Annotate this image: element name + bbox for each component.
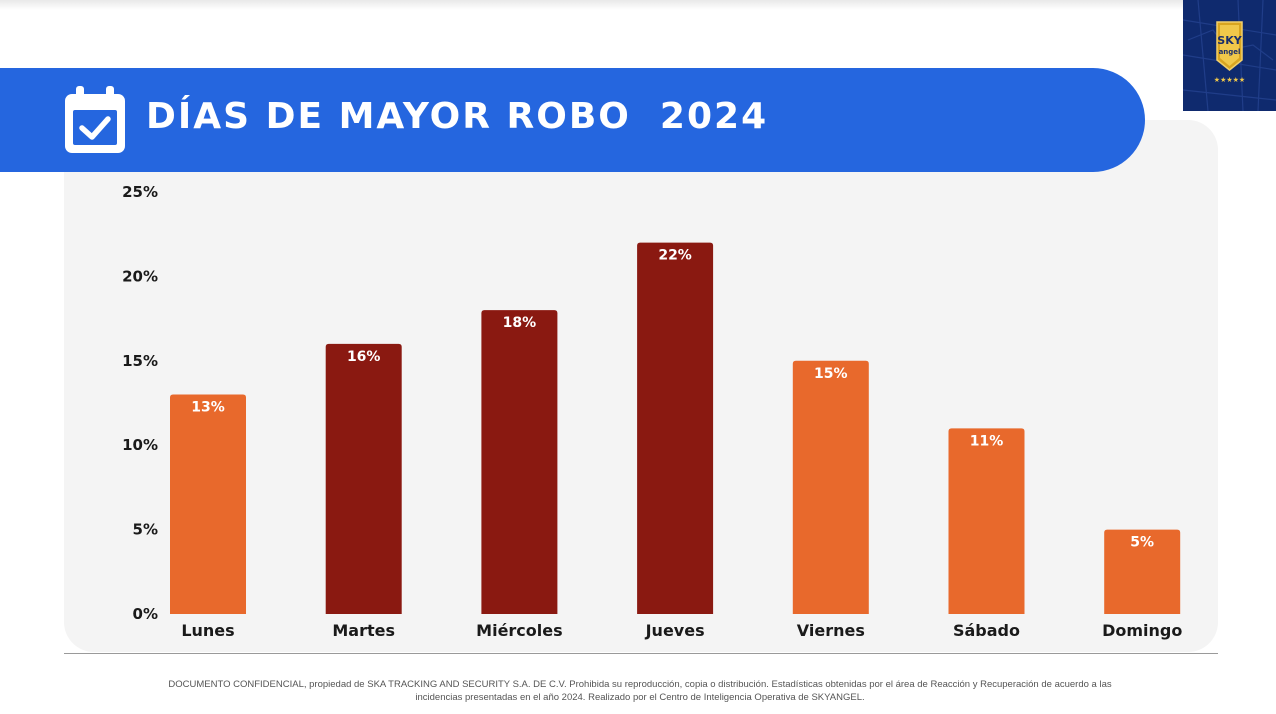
x-category-label: Miércoles bbox=[476, 621, 562, 640]
bar-jueves bbox=[637, 242, 714, 614]
data-label: 22% bbox=[658, 248, 692, 264]
footer-disclaimer: DOCUMENTO CONFIDENCIAL, propiedad de SKA… bbox=[168, 679, 1112, 703]
y-tick-label: 20% bbox=[122, 267, 158, 285]
data-label: 11% bbox=[970, 433, 1004, 449]
skyangel-logo: SKY angel ★★★★★ bbox=[1183, 0, 1276, 111]
bar-miércoles bbox=[481, 310, 558, 614]
bar-martes bbox=[325, 343, 402, 614]
logo-text-angel: angel bbox=[1219, 48, 1241, 56]
y-tick-label: 25% bbox=[122, 183, 158, 201]
x-category-label: Viernes bbox=[797, 621, 865, 640]
data-label: 5% bbox=[1130, 535, 1154, 551]
x-category-label: Domingo bbox=[1102, 621, 1182, 640]
x-axis: Lunes Martes Miércoles Jueves Viernes Sábado D… bbox=[181, 621, 1182, 640]
data-label: 13% bbox=[191, 400, 225, 416]
calendar-check-icon bbox=[65, 86, 125, 153]
data-label: 15% bbox=[814, 366, 848, 382]
y-axis: 0% 5% 10% 15% 20% 25% bbox=[122, 183, 158, 623]
bar-lunes bbox=[170, 394, 246, 614]
top-shade bbox=[0, 0, 1276, 10]
bars: 13% 16% 18% 22% 15% 11% 5% bbox=[170, 242, 1181, 614]
x-category-label: Jueves bbox=[645, 621, 705, 640]
x-category-label: Lunes bbox=[181, 621, 234, 640]
x-category-label: Martes bbox=[332, 621, 395, 640]
y-tick-label: 0% bbox=[133, 605, 158, 623]
logo-text-sky: SKY bbox=[1217, 34, 1242, 47]
y-tick-label: 5% bbox=[133, 521, 158, 539]
logo-stars: ★★★★★ bbox=[1214, 76, 1245, 84]
data-label: 18% bbox=[503, 315, 537, 331]
page-title: DÍAS DE MAYOR ROBO 2024 bbox=[146, 96, 769, 137]
footer-divider bbox=[64, 653, 1218, 654]
bar-sábado bbox=[948, 428, 1025, 614]
y-tick-label: 10% bbox=[122, 436, 158, 454]
bar-viernes bbox=[792, 360, 869, 614]
title-banner bbox=[0, 68, 1145, 172]
bar-domingo bbox=[1104, 529, 1181, 614]
x-category-label: Sábado bbox=[953, 621, 1020, 640]
data-label: 16% bbox=[347, 349, 381, 365]
y-tick-label: 15% bbox=[122, 352, 158, 370]
